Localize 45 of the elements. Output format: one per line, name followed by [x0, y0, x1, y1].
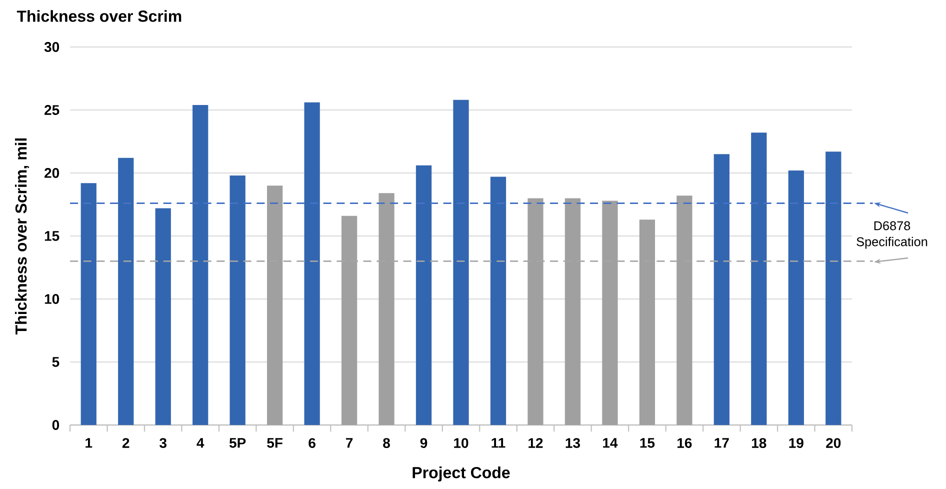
x-tick-label: 4 — [196, 438, 204, 448]
y-tick-label: 25 — [44, 105, 60, 115]
x-tick-label: 11 — [492, 438, 506, 448]
x-tick-label: 5P — [229, 438, 246, 448]
x-tick-label: 2 — [122, 438, 130, 448]
x-tick-label: 20 — [826, 438, 841, 448]
x-axis-title: Project Code — [412, 466, 510, 482]
bar — [155, 208, 171, 425]
x-tick-label: 6 — [308, 438, 316, 448]
x-tick-label: 14 — [603, 438, 618, 448]
y-tick-label: 5 — [52, 357, 60, 367]
bar — [416, 165, 432, 425]
y-tick-label: 10 — [44, 294, 60, 304]
x-tick-label: 5F — [267, 438, 282, 448]
x-tick-label: 3 — [160, 438, 166, 448]
bar — [230, 176, 246, 425]
bar — [751, 132, 767, 425]
x-tick-label: 7 — [346, 438, 353, 448]
x-tick-label: 19 — [789, 438, 804, 448]
bar — [80, 183, 96, 425]
x-tick-label: 18 — [752, 438, 766, 448]
y-tick-label: 20 — [44, 168, 60, 178]
x-tick-label: 9 — [420, 438, 428, 448]
x-tick-label: 15 — [640, 438, 655, 448]
y-tick-label: 15 — [44, 231, 60, 241]
y-axis-title: Thickness over Scrim, mil — [14, 138, 30, 335]
text: D6878 Specification — [856, 221, 928, 249]
x-tick-label: 17 — [714, 438, 729, 448]
x-tick-label: 8 — [383, 438, 390, 448]
bar — [826, 152, 842, 425]
bar — [118, 158, 134, 425]
bar — [788, 170, 804, 425]
y-tick-label: 30 — [44, 42, 60, 52]
bar — [192, 104, 208, 425]
bar — [490, 176, 506, 425]
bar — [453, 100, 469, 425]
x-tick-label: 13 — [566, 438, 580, 448]
bar — [304, 102, 320, 425]
chart-title: Thickness over Scrim — [16, 10, 182, 22]
x-tick-label: 10 — [454, 438, 468, 448]
x-tick-label: 12 — [528, 438, 543, 448]
y-tick-label: 0 — [52, 420, 60, 430]
x-tick-label: 1 — [86, 438, 92, 448]
bar — [714, 154, 730, 425]
x-tick-label: 16 — [678, 438, 692, 448]
